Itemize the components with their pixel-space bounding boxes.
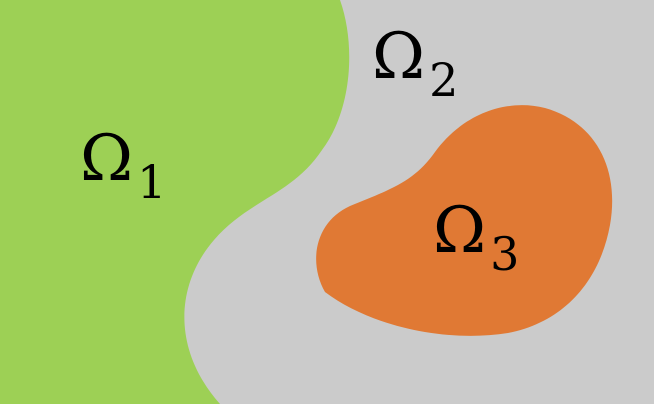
label-omega-3-subscript: 3 [490,227,519,281]
label-omega-2-subscript: 2 [429,53,458,107]
label-omega-1-subscript: 1 [137,155,166,209]
label-omega-1-symbol: Ω [80,122,133,196]
label-omega-2: Ω2 [372,20,458,107]
label-omega-2-symbol: Ω [372,20,425,94]
label-omega-3: Ω3 [433,194,519,281]
region-omega-1 [0,0,350,404]
label-omega-3-symbol: Ω [433,194,486,268]
label-omega-1: Ω1 [80,122,166,209]
region-omega-3 [316,105,613,336]
